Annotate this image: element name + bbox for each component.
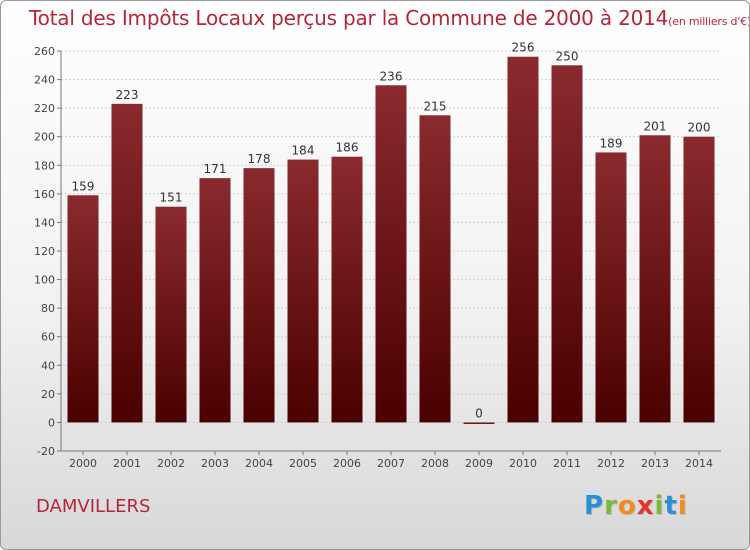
- data-label: 171: [204, 162, 227, 176]
- bar-2002: [155, 206, 187, 423]
- y-tick-label: 200: [34, 131, 55, 144]
- x-tick-label: 2005: [289, 457, 317, 470]
- bar-2011: [551, 65, 583, 423]
- y-tick-labels: -20 0 20 40 60 80 100 120 140 160 180 200 220 240 260: [34, 45, 61, 458]
- data-label: 159: [72, 179, 95, 193]
- logo-letter: x: [636, 491, 655, 521]
- data-label: 201: [644, 119, 667, 133]
- y-tick-label: 180: [34, 159, 55, 172]
- y-tick-label: -20: [37, 445, 55, 458]
- data-label: 223: [116, 88, 139, 102]
- bar-2004: [243, 168, 275, 423]
- bar-2007: [375, 85, 407, 423]
- y-tick-label: 100: [34, 274, 55, 287]
- commune-name: DAMVILLERS: [36, 496, 151, 517]
- x-tick-label: 2007: [377, 457, 405, 470]
- logo-letter: t: [664, 491, 678, 521]
- x-tick-label: 2001: [113, 457, 141, 470]
- data-label: 186: [336, 141, 359, 155]
- y-tick-label: 20: [41, 388, 55, 401]
- chart-subtitle: (en milliers d'€): [668, 15, 750, 28]
- data-label: 250: [556, 49, 579, 63]
- x-tick-label: 2008: [421, 457, 449, 470]
- y-tick-label: 260: [34, 45, 55, 58]
- data-label: 189: [600, 136, 623, 150]
- y-tick-label: 240: [34, 74, 55, 87]
- bar-2009: [463, 422, 495, 424]
- y-tick-label: 0: [48, 416, 55, 429]
- bar-2013: [639, 135, 671, 423]
- x-tick-label: 2013: [641, 457, 669, 470]
- data-label: 184: [292, 144, 315, 158]
- y-tick-label: 60: [41, 331, 55, 344]
- x-tick-label: 2002: [157, 457, 185, 470]
- data-label: 256: [512, 41, 535, 55]
- x-tick-label: 2010: [509, 457, 537, 470]
- bar-2010: [507, 56, 539, 423]
- proxiti-logo: Proxiti: [584, 491, 688, 521]
- y-tick-label: 140: [34, 216, 55, 229]
- bar-2012: [595, 152, 627, 423]
- logo-letter: P: [584, 491, 605, 521]
- y-tick-label: 80: [41, 302, 55, 315]
- data-label: 200: [688, 121, 711, 135]
- bar-2008: [419, 115, 451, 423]
- logo-letter: o: [617, 491, 637, 521]
- data-label: 0: [475, 406, 483, 420]
- x-tick-label: 2006: [333, 457, 361, 470]
- x-tick-label: 2009: [465, 457, 493, 470]
- x-tick-labels: 2000 2001 2002 2003 2004 2005 2006 2007 2008 2009…: [69, 451, 713, 470]
- x-tick-label: 2011: [553, 457, 581, 470]
- y-tick-label: 220: [34, 102, 55, 115]
- data-label: 215: [424, 99, 447, 113]
- x-tick-label: 2003: [201, 457, 229, 470]
- logo-letter: i: [654, 491, 665, 521]
- y-tick-label: 40: [41, 359, 55, 372]
- bar-2006: [331, 156, 363, 423]
- y-tick-label: 120: [34, 245, 55, 258]
- bar-2003: [199, 178, 231, 423]
- data-labels: 159 223 151 171 178 184 186 236 215 0 256 250 189 201…: [72, 41, 711, 421]
- chart-title: Total des Impôts Locaux perçus par la Co…: [29, 6, 750, 30]
- data-label: 236: [380, 69, 403, 83]
- y-tick-label: 160: [34, 188, 55, 201]
- bar-2014: [683, 136, 715, 423]
- x-tick-label: 2004: [245, 457, 273, 470]
- data-label: 151: [160, 191, 183, 205]
- logo-letter: r: [604, 491, 618, 521]
- bar-2005: [287, 159, 319, 423]
- bar-2001: [111, 103, 143, 423]
- x-tick-label: 2012: [597, 457, 625, 470]
- logo-letter: i: [677, 491, 688, 521]
- chart-title-text: Total des Impôts Locaux perçus par la Co…: [29, 6, 669, 30]
- bar-2000: [67, 195, 99, 423]
- x-tick-label: 2000: [69, 457, 97, 470]
- x-tick-label: 2014: [685, 457, 713, 470]
- bars: [67, 56, 715, 424]
- data-label: 178: [248, 152, 271, 166]
